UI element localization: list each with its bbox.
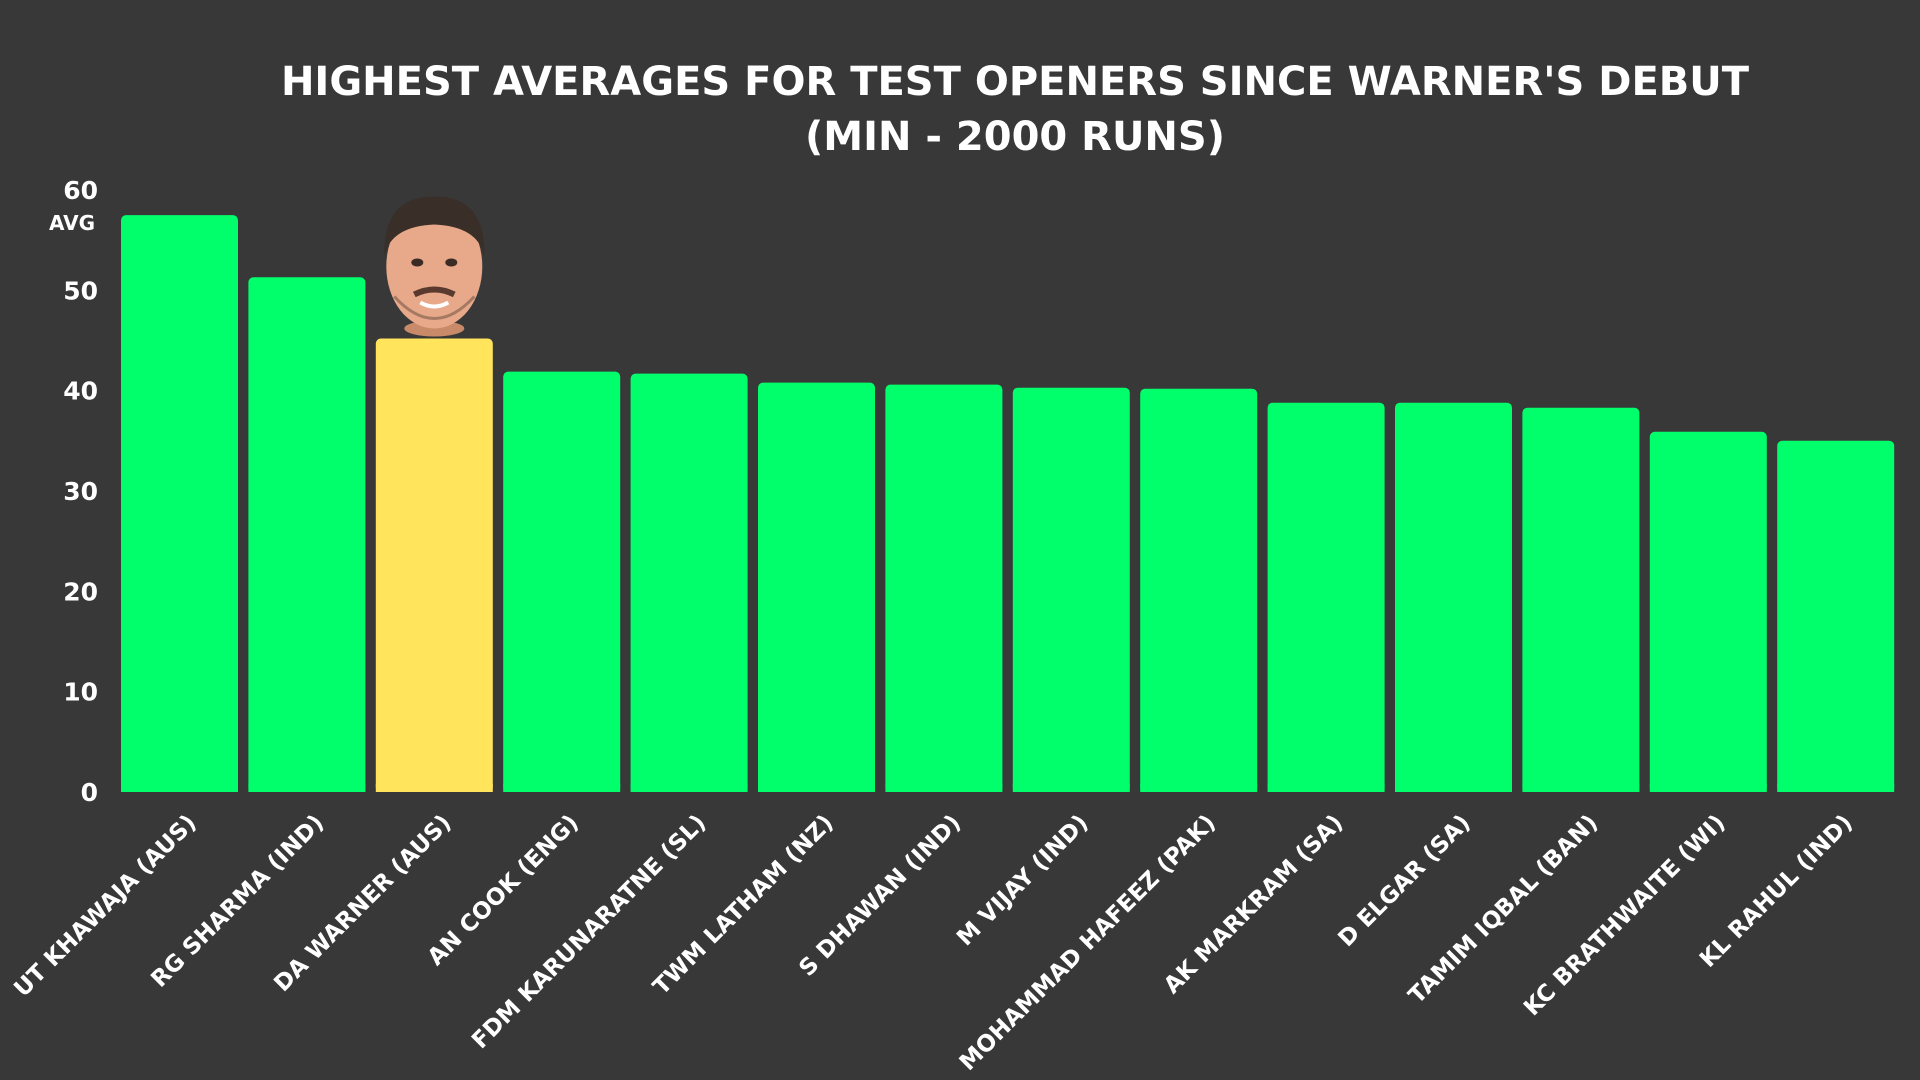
- bar-base: [1140, 784, 1258, 792]
- player-mustache: [412, 286, 456, 298]
- bar-base: [503, 784, 621, 792]
- bar: [1012, 387, 1130, 792]
- bar: [630, 373, 748, 792]
- bar-base: [1649, 784, 1767, 792]
- bar-base: [1395, 784, 1512, 792]
- bar: [885, 384, 1003, 792]
- chart-title: HIGHEST AVERAGES FOR TEST OPENERS SINCE …: [281, 59, 1750, 105]
- bar-base: [758, 784, 875, 792]
- bar: [503, 371, 621, 792]
- player-left-eye: [411, 258, 424, 267]
- bar-base: [1267, 784, 1385, 792]
- bar-base: [121, 784, 238, 792]
- player-smile: [419, 300, 450, 309]
- bar: [248, 277, 366, 792]
- chart-subtitle: (MIN - 2000 RUNS): [805, 114, 1225, 160]
- bar-base: [1012, 784, 1130, 792]
- y-tick-label: 40: [63, 377, 98, 406]
- bar: [1140, 388, 1258, 792]
- bar: [758, 382, 875, 792]
- bar: [1395, 402, 1512, 792]
- bar: [1522, 407, 1640, 792]
- y-tick-label: 10: [63, 678, 98, 707]
- bar-base: [630, 784, 748, 792]
- y-axis-ticks: 0 10 20 30 40 50 60: [63, 176, 98, 807]
- bar-base: [1777, 784, 1895, 792]
- y-axis-label: AVG: [49, 211, 95, 235]
- bar: [1267, 402, 1385, 792]
- player-hair: [384, 196, 485, 257]
- y-tick-label: 50: [63, 276, 98, 305]
- player-beard: [393, 295, 476, 320]
- y-tick-label: 20: [63, 577, 98, 606]
- bar: [121, 215, 238, 793]
- bar: [1777, 440, 1895, 792]
- y-tick-label: 30: [63, 477, 98, 506]
- y-tick-label: 0: [81, 778, 98, 807]
- y-tick-label: 60: [63, 176, 98, 205]
- highlight-marker: [384, 196, 485, 337]
- bar-base: [248, 784, 366, 792]
- bar: [1649, 431, 1767, 792]
- bar-base: [1522, 784, 1640, 792]
- bars-group: [121, 215, 1895, 793]
- bar-base: [885, 784, 1003, 792]
- bar: [375, 338, 493, 792]
- player-face: [386, 204, 483, 329]
- bar-base: [375, 784, 493, 792]
- player-right-eye: [445, 258, 458, 267]
